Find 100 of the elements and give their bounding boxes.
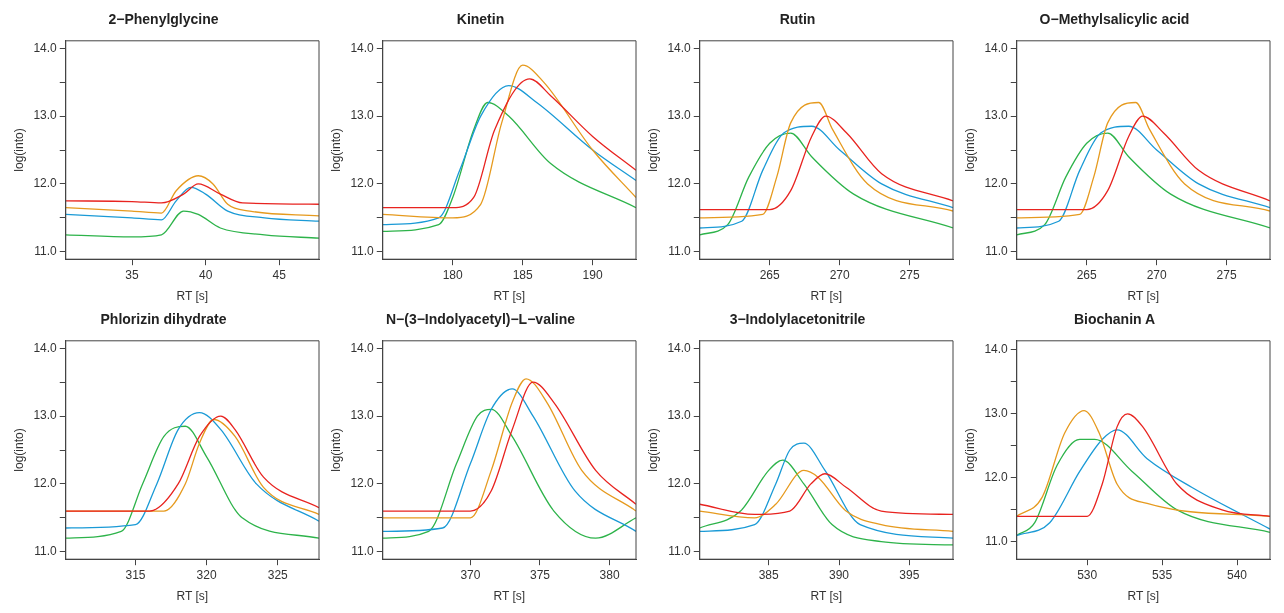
y-tick-label: 11.0 bbox=[668, 544, 692, 559]
x-tick-label: 530 bbox=[1077, 567, 1098, 582]
y-tick-label: 11.0 bbox=[351, 544, 375, 559]
y-tick-label: 13.0 bbox=[667, 108, 692, 123]
y-tick-label: 11.0 bbox=[668, 244, 692, 259]
y-tick-label: 11.0 bbox=[985, 244, 1009, 259]
line-series bbox=[382, 84, 636, 226]
line-series bbox=[699, 469, 953, 533]
chart-title: O−Methylsalicylic acid bbox=[1039, 11, 1190, 28]
chart-title: Rutin bbox=[779, 11, 816, 28]
y-tick-label: 12.0 bbox=[984, 470, 1009, 485]
x-axis-title: RT [s] bbox=[1127, 289, 1160, 304]
y-tick-label: 11.0 bbox=[351, 244, 375, 259]
y-axis-title: log(into) bbox=[645, 128, 660, 172]
x-axis-title: RT [s] bbox=[176, 589, 209, 604]
chart-title: Biochanin A bbox=[1073, 311, 1156, 328]
y-axis-title: log(into) bbox=[11, 428, 26, 472]
y-tick-label: 12.0 bbox=[984, 176, 1009, 191]
x-tick-label: 535 bbox=[1152, 567, 1173, 582]
y-axis-title: log(into) bbox=[328, 428, 343, 472]
line-series bbox=[65, 186, 319, 222]
x-axis-title: RT [s] bbox=[493, 289, 526, 304]
y-tick-label: 12.0 bbox=[33, 176, 58, 191]
line-series bbox=[382, 101, 636, 233]
line-series bbox=[382, 64, 636, 219]
line-series bbox=[1016, 115, 1270, 211]
line-series bbox=[382, 78, 636, 209]
line-series bbox=[699, 473, 953, 516]
x-tick-label: 380 bbox=[599, 567, 620, 582]
line-series bbox=[65, 425, 319, 539]
x-tick-label: 265 bbox=[1076, 267, 1098, 282]
y-tick-label: 14.0 bbox=[984, 40, 1009, 55]
line-series bbox=[1016, 101, 1270, 219]
x-axis-title: RT [s] bbox=[1127, 589, 1160, 604]
y-tick-label: 13.0 bbox=[350, 108, 375, 123]
x-tick-label: 320 bbox=[196, 567, 217, 582]
y-tick-label: 13.0 bbox=[33, 108, 58, 123]
line-series bbox=[699, 101, 953, 219]
y-tick-label: 13.0 bbox=[33, 408, 58, 423]
line-series bbox=[382, 408, 636, 539]
y-tick-label: 12.0 bbox=[350, 176, 375, 191]
x-tick-label: 35 bbox=[125, 267, 140, 282]
x-tick-label: 385 bbox=[758, 567, 780, 582]
chart-title: Phlorizin dihydrate bbox=[100, 311, 227, 328]
line-series bbox=[699, 459, 953, 546]
line-series bbox=[699, 442, 953, 539]
y-tick-label: 14.0 bbox=[33, 340, 58, 355]
line-series bbox=[65, 175, 319, 217]
y-tick-label: 11.0 bbox=[34, 244, 58, 259]
y-tick-label: 12.0 bbox=[667, 176, 692, 191]
y-tick-label: 14.0 bbox=[350, 340, 375, 355]
y-tick-label: 14.0 bbox=[667, 40, 692, 55]
x-axis-title: RT [s] bbox=[493, 589, 526, 604]
y-tick-label: 14.0 bbox=[984, 342, 1009, 357]
x-tick-label: 275 bbox=[899, 267, 920, 282]
line-series bbox=[699, 115, 953, 211]
x-tick-label: 180 bbox=[442, 267, 464, 282]
x-tick-label: 45 bbox=[272, 267, 287, 282]
y-tick-label: 13.0 bbox=[667, 408, 692, 423]
x-tick-label: 270 bbox=[829, 267, 850, 282]
x-axis-title: RT [s] bbox=[176, 289, 209, 304]
x-tick-label: 375 bbox=[529, 567, 551, 582]
x-axis-title: RT [s] bbox=[810, 589, 843, 604]
y-tick-label: 11.0 bbox=[985, 534, 1009, 549]
y-tick-label: 13.0 bbox=[984, 406, 1009, 421]
x-tick-label: 190 bbox=[582, 267, 603, 282]
y-axis-title: log(into) bbox=[11, 128, 26, 172]
x-tick-label: 395 bbox=[899, 567, 920, 582]
y-tick-label: 14.0 bbox=[350, 40, 375, 55]
x-tick-label: 325 bbox=[267, 567, 289, 582]
line-series bbox=[382, 388, 636, 533]
x-axis-title: RT [s] bbox=[810, 289, 843, 304]
y-axis-title: log(into) bbox=[645, 428, 660, 472]
x-tick-label: 185 bbox=[512, 267, 533, 282]
x-tick-label: 315 bbox=[125, 567, 146, 582]
x-tick-label: 540 bbox=[1227, 567, 1248, 582]
chart-title: Kinetin bbox=[456, 11, 505, 28]
y-tick-label: 12.0 bbox=[350, 476, 375, 491]
x-tick-label: 270 bbox=[1146, 267, 1167, 282]
y-tick-label: 12.0 bbox=[33, 476, 58, 491]
chart-title: N−(3−Indolyacetyl)−L−valine bbox=[385, 311, 576, 328]
y-tick-label: 12.0 bbox=[667, 476, 692, 491]
y-axis-title: log(into) bbox=[962, 428, 977, 472]
y-tick-label: 14.0 bbox=[667, 340, 692, 355]
x-tick-label: 265 bbox=[759, 267, 781, 282]
y-tick-label: 13.0 bbox=[984, 108, 1009, 123]
line-series bbox=[65, 412, 319, 529]
y-axis-title: log(into) bbox=[962, 128, 977, 172]
x-tick-label: 370 bbox=[460, 567, 481, 582]
chart-title: 3−Indolylacetonitrile bbox=[729, 311, 866, 328]
x-tick-label: 275 bbox=[1216, 267, 1237, 282]
line-series bbox=[65, 183, 319, 205]
x-tick-label: 40 bbox=[198, 267, 213, 282]
y-tick-label: 13.0 bbox=[350, 408, 375, 423]
chart-title: 2−Phenylglycine bbox=[108, 11, 219, 28]
line-series bbox=[65, 210, 319, 239]
y-axis-title: log(into) bbox=[328, 128, 343, 172]
y-tick-label: 14.0 bbox=[33, 40, 58, 55]
x-tick-label: 390 bbox=[829, 567, 850, 582]
y-tick-label: 11.0 bbox=[34, 544, 58, 559]
